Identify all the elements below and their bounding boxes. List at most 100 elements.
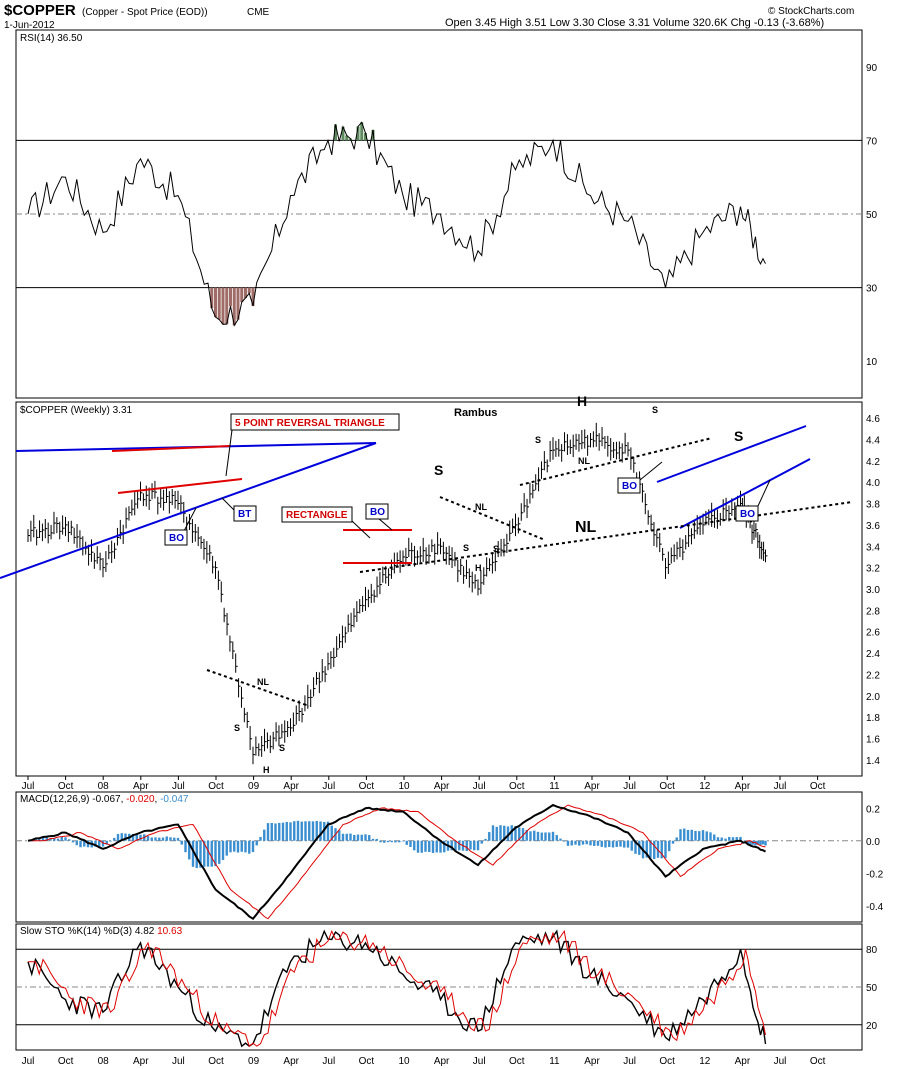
price-bar <box>682 539 685 561</box>
price-bar <box>362 596 365 613</box>
price-bar <box>416 550 420 565</box>
price-bar <box>558 438 561 457</box>
price-bar <box>269 735 273 754</box>
macd-hist-value: -0.047 <box>160 794 189 805</box>
x-axis-label: Jul <box>22 1056 35 1067</box>
price-bar <box>59 521 62 540</box>
price-bar <box>604 436 607 449</box>
price-bar <box>47 522 51 544</box>
price-bar <box>627 442 630 457</box>
x-axis-label: Apr <box>735 1056 751 1067</box>
price-bar <box>65 516 68 537</box>
price-bar <box>725 497 729 521</box>
price-bar <box>584 429 587 449</box>
price-bar <box>517 517 521 534</box>
macd-signal-value: -0.020 <box>126 794 155 805</box>
price-bar <box>353 608 356 628</box>
price-bar <box>96 546 100 564</box>
price-bar <box>290 718 293 736</box>
triangle-red-bottom <box>117 478 243 494</box>
price-bar <box>457 559 460 583</box>
price-bar <box>434 543 437 565</box>
tick-layer: 90 70 50 30 10 4.6 4.4 4.2 4.0 3.8 3.6 3.4 3.2 3.0 2.8… <box>22 63 884 1067</box>
price-bar <box>716 509 720 529</box>
price-bar <box>128 506 131 521</box>
price-bar <box>229 635 232 652</box>
price-bar <box>552 437 555 460</box>
price-bar <box>526 498 530 519</box>
price-bar <box>566 434 570 455</box>
neckline-2009 <box>206 669 310 707</box>
price-layer <box>27 422 768 765</box>
macd-label: MACD(12,26,9) -0.067, -0.020, -0.047 <box>20 794 189 805</box>
s-small-6: S <box>279 743 285 753</box>
price-tick-label: 1.4 <box>866 756 880 767</box>
x-axis-label: 11 <box>549 781 560 792</box>
price-tick-label: 4.2 <box>866 457 880 468</box>
price-bar <box>131 499 134 516</box>
x-axis-label: 09 <box>248 1056 260 1067</box>
x-axis-label: 08 <box>98 1056 110 1067</box>
price-bar <box>330 651 333 669</box>
x-axis-label: Apr <box>133 1056 149 1067</box>
price-bar <box>440 538 443 555</box>
price-bar <box>540 461 544 479</box>
price-bar <box>194 523 198 542</box>
price-bar <box>601 427 605 447</box>
x-axis-label: Oct <box>208 1056 224 1067</box>
x-axis-label: 08 <box>98 781 110 792</box>
bo-box-4 <box>735 505 759 522</box>
x-axis-label: Jul <box>623 781 636 792</box>
rsi-oversold-fill <box>210 287 255 326</box>
price-bar <box>99 552 103 571</box>
price-bar <box>673 544 677 563</box>
price-bar <box>119 519 123 540</box>
x-axis-label: Apr <box>735 781 751 792</box>
price-bar <box>73 527 77 544</box>
price-bar <box>160 488 163 508</box>
price-bar <box>555 440 558 457</box>
triangle-callout-box <box>230 413 400 431</box>
price-bar <box>679 537 682 558</box>
price-bar <box>618 441 622 460</box>
price-bar <box>304 695 307 712</box>
triangle-red-top <box>111 445 231 452</box>
price-bar <box>197 526 201 547</box>
price-bar <box>105 551 108 572</box>
x-axis-label: Apr <box>133 781 149 792</box>
price-bar <box>82 536 85 556</box>
x-axis-label: Oct <box>509 781 525 792</box>
price-tick-label: 3.6 <box>866 521 880 532</box>
macd-line <box>27 803 766 921</box>
price-tick-label: 2.6 <box>866 628 880 639</box>
rsi-tick-label: 70 <box>866 136 878 147</box>
macd-tick-label: -0.4 <box>866 902 884 913</box>
sto-label-prefix: Slow STO %K(14) %D(3) <box>20 926 132 937</box>
nl-label-major: NL <box>575 519 597 536</box>
price-bar <box>278 725 281 747</box>
grid-layer <box>16 139 862 1026</box>
price-bar <box>200 536 204 549</box>
rsi-line <box>27 121 766 327</box>
x-axis-label: 10 <box>398 1056 410 1067</box>
x-axis-label: Jul <box>322 781 335 792</box>
h-small-2: H <box>263 765 270 775</box>
price-bar <box>148 487 152 510</box>
price-bar <box>163 489 166 511</box>
x-axis-label: Jul <box>473 1056 486 1067</box>
price-bar <box>702 513 705 535</box>
price-bar <box>246 711 250 728</box>
price-bar <box>157 496 160 515</box>
price-bar <box>494 548 498 572</box>
neckline-2011 <box>519 437 713 486</box>
price-bar <box>284 720 287 743</box>
bo-box-1 <box>164 529 188 546</box>
price-bar <box>532 483 535 499</box>
price-bar <box>676 541 680 560</box>
x-axis-label: Oct <box>58 1056 74 1067</box>
price-tick-label: 2.2 <box>866 670 880 681</box>
price-bar <box>598 433 602 451</box>
macd-label-prefix: MACD(12,26,9) <box>20 794 89 805</box>
macd-signal-line <box>28 804 766 920</box>
